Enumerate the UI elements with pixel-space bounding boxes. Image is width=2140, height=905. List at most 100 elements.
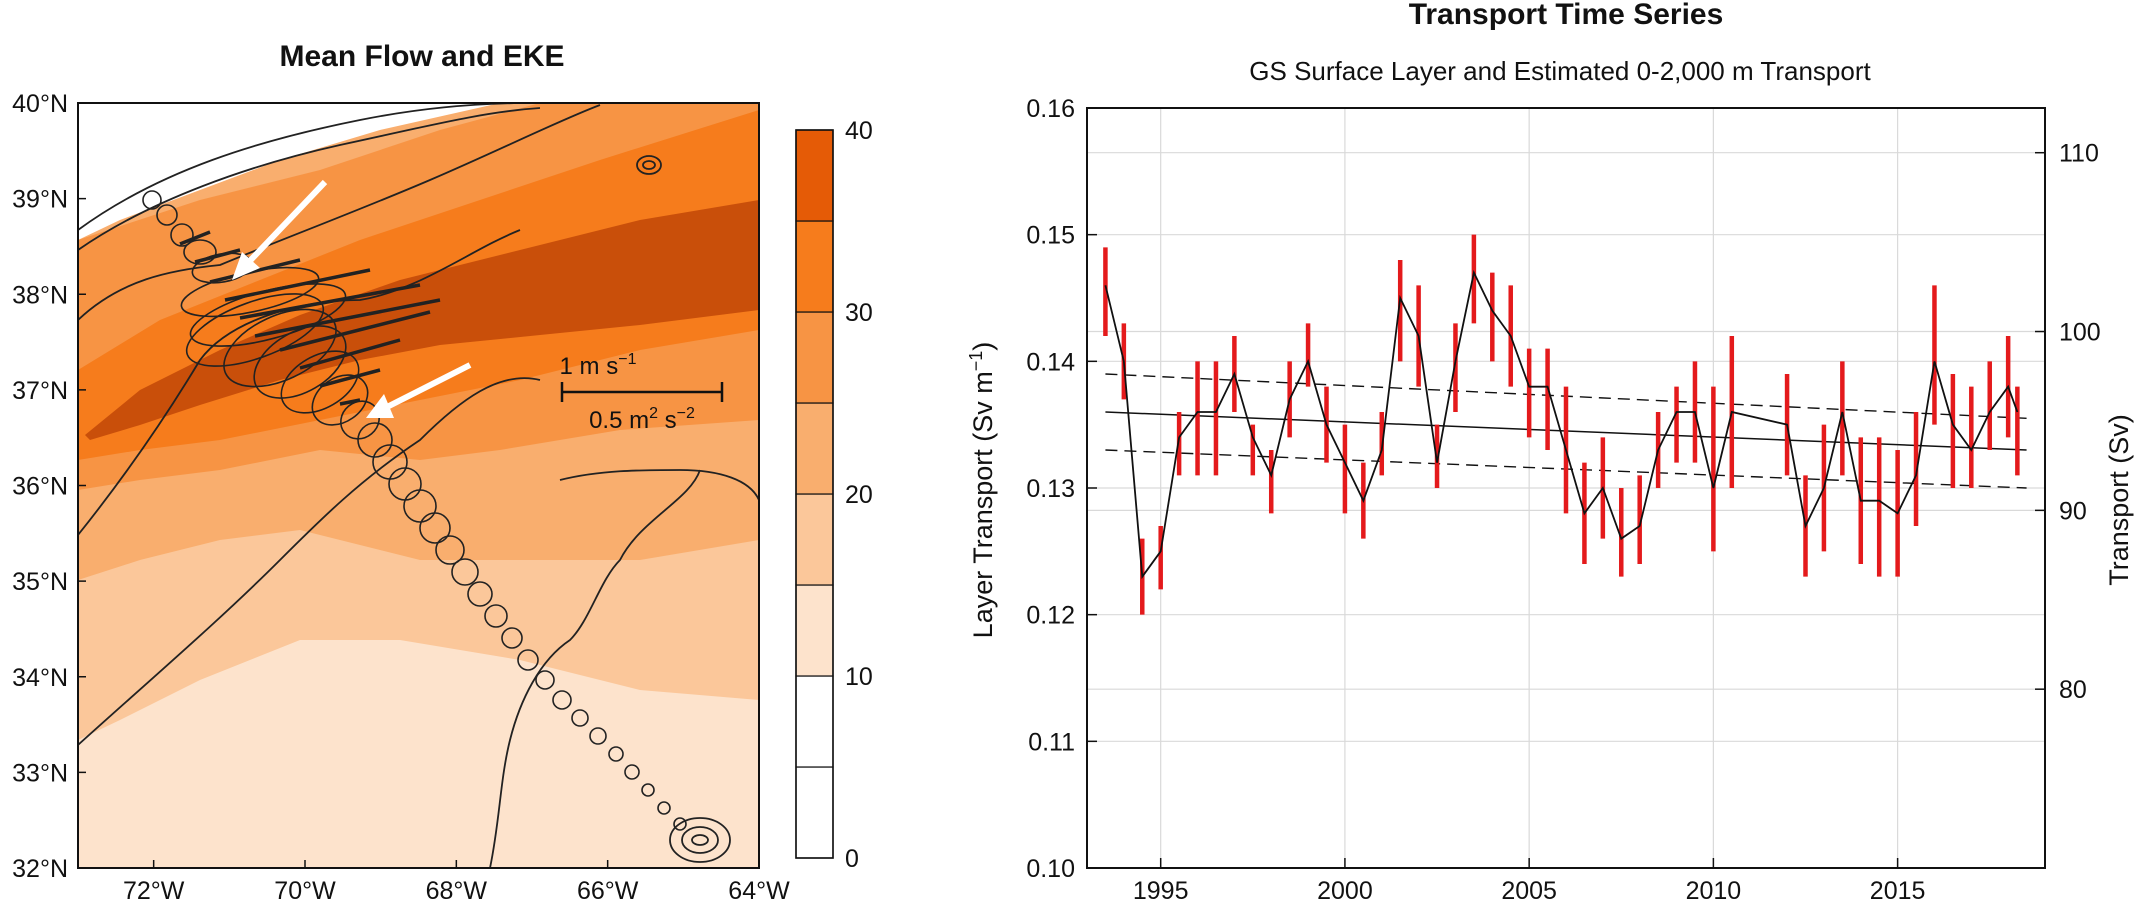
ts-ytick-label: 0.13 (1026, 475, 1075, 503)
ts-xtick-label: 2010 (1686, 877, 1742, 905)
colorbar-frame (795, 129, 834, 859)
variance-ellipse (142, 190, 162, 210)
contour-line-6 (489, 469, 701, 868)
timeseries-panel: Transport Time Series GS Surface Layer a… (966, 0, 2134, 905)
ts-ytick-label: 0.16 (1026, 95, 1075, 123)
variance-ellipse (517, 649, 539, 671)
map-ytick-label: 39°N (12, 186, 68, 214)
variance-ellipse (673, 817, 687, 831)
ts-ytick-label: 0.15 (1026, 222, 1075, 250)
ts-series-line (1104, 269, 2019, 580)
arrow-upper (232, 179, 328, 280)
ts-ylabel: Layer Transport (Sv m−1) (966, 342, 998, 639)
ts-title: Transport Time Series (1409, 0, 1724, 31)
mean-flow-stick (194, 248, 241, 264)
variance-ellipse (435, 535, 465, 565)
colorbar-band (795, 493, 834, 586)
variance-ellipse (535, 670, 555, 690)
map-ytick-label: 35°N (12, 568, 68, 596)
contour-eddy-2 (642, 160, 656, 170)
mean-flow-stick (209, 258, 301, 284)
colorbar-tick-label: 20 (845, 481, 873, 509)
map-ytick-label: 37°N (12, 377, 68, 405)
variance-ellipse (170, 223, 194, 247)
variance-ellipse (641, 783, 655, 797)
variance-ellipse (403, 489, 437, 523)
mean-flow-stick (254, 298, 441, 338)
contour-line-2 (78, 107, 541, 251)
ts-error-bars (1103, 234, 2020, 615)
colorbar-tick-label: 0 (845, 845, 859, 873)
contour-eddy-4 (681, 826, 719, 854)
colorbar-tick-label: 30 (845, 299, 873, 327)
map-xtick-label: 70°W (274, 877, 336, 905)
variance-ellipse (419, 512, 451, 544)
variance-ellipse (571, 709, 589, 727)
colorbar-tick-label: 10 (845, 663, 873, 691)
arrow-lower (366, 362, 472, 418)
contour-line-7 (559, 469, 759, 501)
variance-ellipse (311, 374, 369, 426)
mean-flow-stick (224, 268, 371, 302)
variance-ellipse (484, 604, 508, 628)
scale-bar: 1 m s−1 0.5 m2 s−2 (560, 351, 724, 434)
ts-subtitle: GS Surface Layer and Estimated 0-2,000 m… (1249, 56, 1871, 86)
mean-flow-stick (319, 368, 381, 388)
variance-ellipse (624, 764, 640, 780)
colorbar-band (795, 129, 834, 222)
ts-y2tick-label: 90 (2059, 497, 2087, 525)
colorbar-band (795, 766, 834, 859)
map-panel: Mean Flow and EKE (12, 40, 873, 905)
colorbar-band (795, 220, 834, 313)
variance-ellipse (223, 308, 337, 388)
contour-eddy-1 (636, 155, 662, 175)
colorbar-band (795, 311, 834, 404)
variance-ellipse (589, 727, 607, 745)
variance-ellipse (183, 239, 217, 265)
ts-y2tick-label: 100 (2059, 319, 2101, 347)
mean-flow-stick (279, 310, 431, 352)
ts-ytick-label: 0.12 (1026, 602, 1075, 630)
ts-ytick-label: 0.10 (1026, 855, 1075, 883)
variance-ellipse (280, 350, 360, 414)
map-ytick-label: 34°N (12, 664, 68, 692)
scale-variance-label: 0.5 m2 s−2 (589, 405, 695, 434)
map-axis-ticks: 72°W 70°W 68°W 66°W 64°W 32°N 33°N 34°N 35°N 36°N… (12, 90, 790, 905)
ts-axis-ticks: 1995 2000 2005 2010 2015 0.10 0.11 0.12 0.13 0.14… (1026, 95, 2100, 905)
mean-flow-stick (299, 338, 401, 370)
colorbar-band (795, 584, 834, 677)
ts-ytick-label: 0.14 (1026, 348, 1075, 376)
map-title: Mean Flow and EKE (279, 40, 564, 73)
map-ytick-label: 40°N (12, 90, 68, 118)
ts-ytick-label: 0.11 (1028, 728, 1075, 756)
variance-ellipse (451, 558, 479, 586)
map-ytick-label: 38°N (12, 281, 68, 309)
map-xtick-label: 68°W (426, 877, 488, 905)
ts-xtick-label: 2000 (1317, 877, 1373, 905)
map-xtick-label: 72°W (123, 877, 185, 905)
ts-xtick-label: 2005 (1501, 877, 1557, 905)
shelf-white (78, 103, 500, 240)
contour-line-5 (78, 377, 541, 746)
mean-flow-stick (179, 230, 211, 246)
colorbar-band (795, 402, 834, 495)
colorbar-tick-label: 40 (845, 117, 873, 145)
contour-line-4 (78, 229, 521, 536)
scale-velocity-label: 1 m s−1 (560, 351, 637, 380)
contour-eddy-3 (669, 817, 731, 863)
mean-flow-stick (339, 398, 361, 406)
variance-ellipse (608, 746, 624, 762)
contour-eddy-5 (691, 834, 709, 846)
variance-ellipse (185, 293, 325, 367)
map-ytick-label: 32°N (12, 855, 68, 883)
map-xtick-label: 64°W (728, 877, 790, 905)
variance-ellipse (357, 422, 393, 458)
variance-ellipses (142, 190, 687, 831)
variance-ellipse (501, 627, 523, 649)
map-ytick-label: 36°N (12, 473, 68, 501)
mean-flow-sticks (179, 230, 441, 406)
map-field: 1 m s−1 0.5 m2 s−2 (78, 103, 759, 868)
variance-ellipse (552, 690, 572, 710)
variance-ellipse (253, 325, 347, 399)
